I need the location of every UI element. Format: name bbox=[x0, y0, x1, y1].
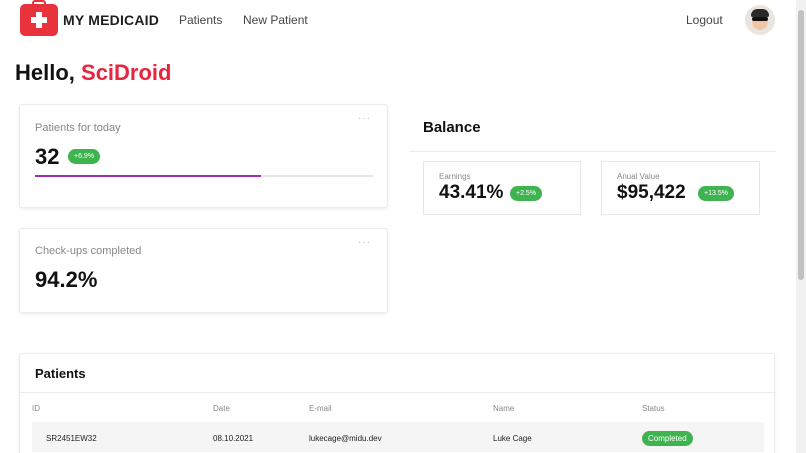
earnings-label: Earnings bbox=[439, 172, 471, 181]
patients-today-badge: +6.9% bbox=[68, 149, 101, 164]
column-header-id[interactable]: ID bbox=[32, 404, 40, 413]
checkups-value: 94.2% bbox=[35, 267, 98, 292]
column-header-name[interactable]: Name bbox=[493, 404, 515, 413]
status-badge: Completed bbox=[642, 431, 693, 446]
patient-date: 08.10.2021 bbox=[213, 434, 254, 443]
patient-email[interactable]: lukecage@midu.dev bbox=[309, 434, 382, 443]
more-options-icon[interactable]: ··· bbox=[358, 113, 371, 124]
checkups-card: ··· Check-ups completed 94.2% bbox=[19, 228, 388, 313]
column-header-date[interactable]: Date bbox=[213, 404, 230, 413]
logout-link[interactable]: Logout bbox=[686, 13, 723, 27]
more-options-icon[interactable]: ··· bbox=[358, 237, 371, 248]
patients-table-title: Patients bbox=[35, 366, 86, 381]
annual-value: $95,422 bbox=[617, 182, 686, 203]
medical-kit-icon[interactable] bbox=[20, 0, 58, 36]
greeting-prefix: Hello, bbox=[15, 60, 82, 85]
greeting-user-name: SciDroid bbox=[81, 60, 172, 85]
balance-title: Balance bbox=[423, 119, 481, 136]
patients-progress-track bbox=[35, 175, 373, 177]
annual-value-label: Anual Value bbox=[617, 172, 660, 181]
annual-value-badge: +13.5% bbox=[698, 186, 734, 201]
patients-table-card: Patients ID Date E-mail Name Status SR24… bbox=[19, 353, 776, 453]
patients-today-value: 32 bbox=[35, 144, 60, 169]
patients-progress-fill bbox=[35, 175, 262, 177]
page-greeting: Hello, SciDroid bbox=[15, 60, 171, 86]
patients-today-label: Patients for today bbox=[35, 122, 121, 134]
earnings-value: 43.41% bbox=[439, 182, 504, 203]
annual-value-card: Anual Value $95,422 +13.5% bbox=[601, 161, 760, 215]
earnings-badge: +2.5% bbox=[510, 186, 543, 201]
balance-divider bbox=[409, 151, 776, 152]
page-scrollbar[interactable] bbox=[796, 0, 806, 453]
patient-id: SR2451EW32 bbox=[46, 434, 97, 443]
brand-name[interactable]: MY MEDICAID bbox=[63, 12, 160, 28]
column-header-email[interactable]: E-mail bbox=[309, 404, 332, 413]
column-header-status[interactable]: Status bbox=[642, 404, 665, 413]
nav-link-new-patient[interactable]: New Patient bbox=[243, 13, 308, 27]
table-row[interactable]: SR2451EW32 08.10.2021 lukecage@midu.dev … bbox=[32, 422, 764, 452]
avatar[interactable] bbox=[745, 5, 775, 35]
patients-table-divider bbox=[20, 392, 776, 393]
patients-today-card: ··· Patients for today 32 +6.9% bbox=[19, 104, 388, 208]
nav-link-patients[interactable]: Patients bbox=[179, 13, 223, 27]
scrollbar-thumb[interactable] bbox=[798, 10, 804, 280]
checkups-label: Check-ups completed bbox=[35, 245, 142, 257]
patient-name: Luke Cage bbox=[493, 434, 532, 443]
navbar: MY MEDICAID Patients New Patient Logout bbox=[0, 0, 796, 42]
earnings-card: Earnings 43.41% +2.5% bbox=[423, 161, 581, 215]
